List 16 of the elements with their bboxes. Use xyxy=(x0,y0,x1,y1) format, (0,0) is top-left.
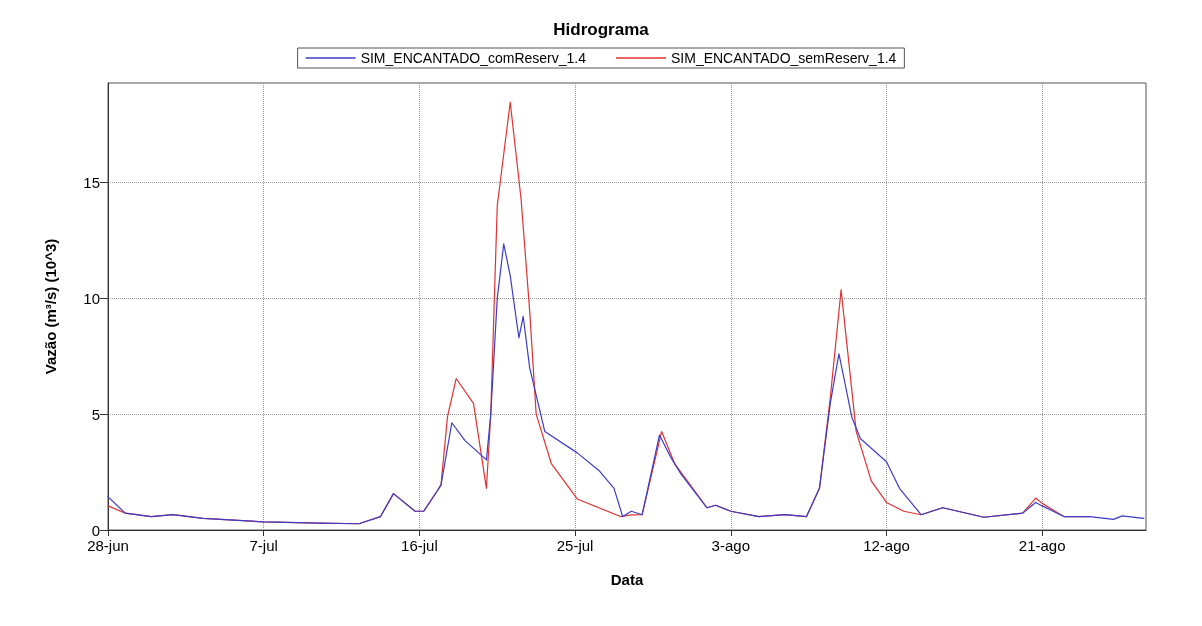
legend-label: SIM_ENCANTADO_comReserv_1.4 xyxy=(360,50,587,66)
x-tick-label: 16-jul xyxy=(401,537,438,554)
y-tick-label: 5 xyxy=(91,405,100,423)
x-tick-label: 21-ago xyxy=(1018,537,1066,554)
x-tick-label: 25-jul xyxy=(556,537,594,554)
x-axis-title: Data xyxy=(610,571,644,588)
x-tick-label: 12-ago xyxy=(863,537,910,554)
x-tick-label: 28-jun xyxy=(87,537,129,554)
y-tick-label: 10 xyxy=(83,289,100,307)
y-axis-title: Vazão (m³/s) (10^3) xyxy=(42,238,59,375)
x-tick-label: 3-ago xyxy=(711,537,750,554)
y-tick-label: 0 xyxy=(91,521,100,539)
x-tick-label: 7-jul xyxy=(249,537,278,554)
y-tick-label: 15 xyxy=(83,174,100,192)
chart-title: Hidrograma xyxy=(553,20,650,39)
legend-label: SIM_ENCANTADO_semReserv_1.4 xyxy=(671,50,897,66)
